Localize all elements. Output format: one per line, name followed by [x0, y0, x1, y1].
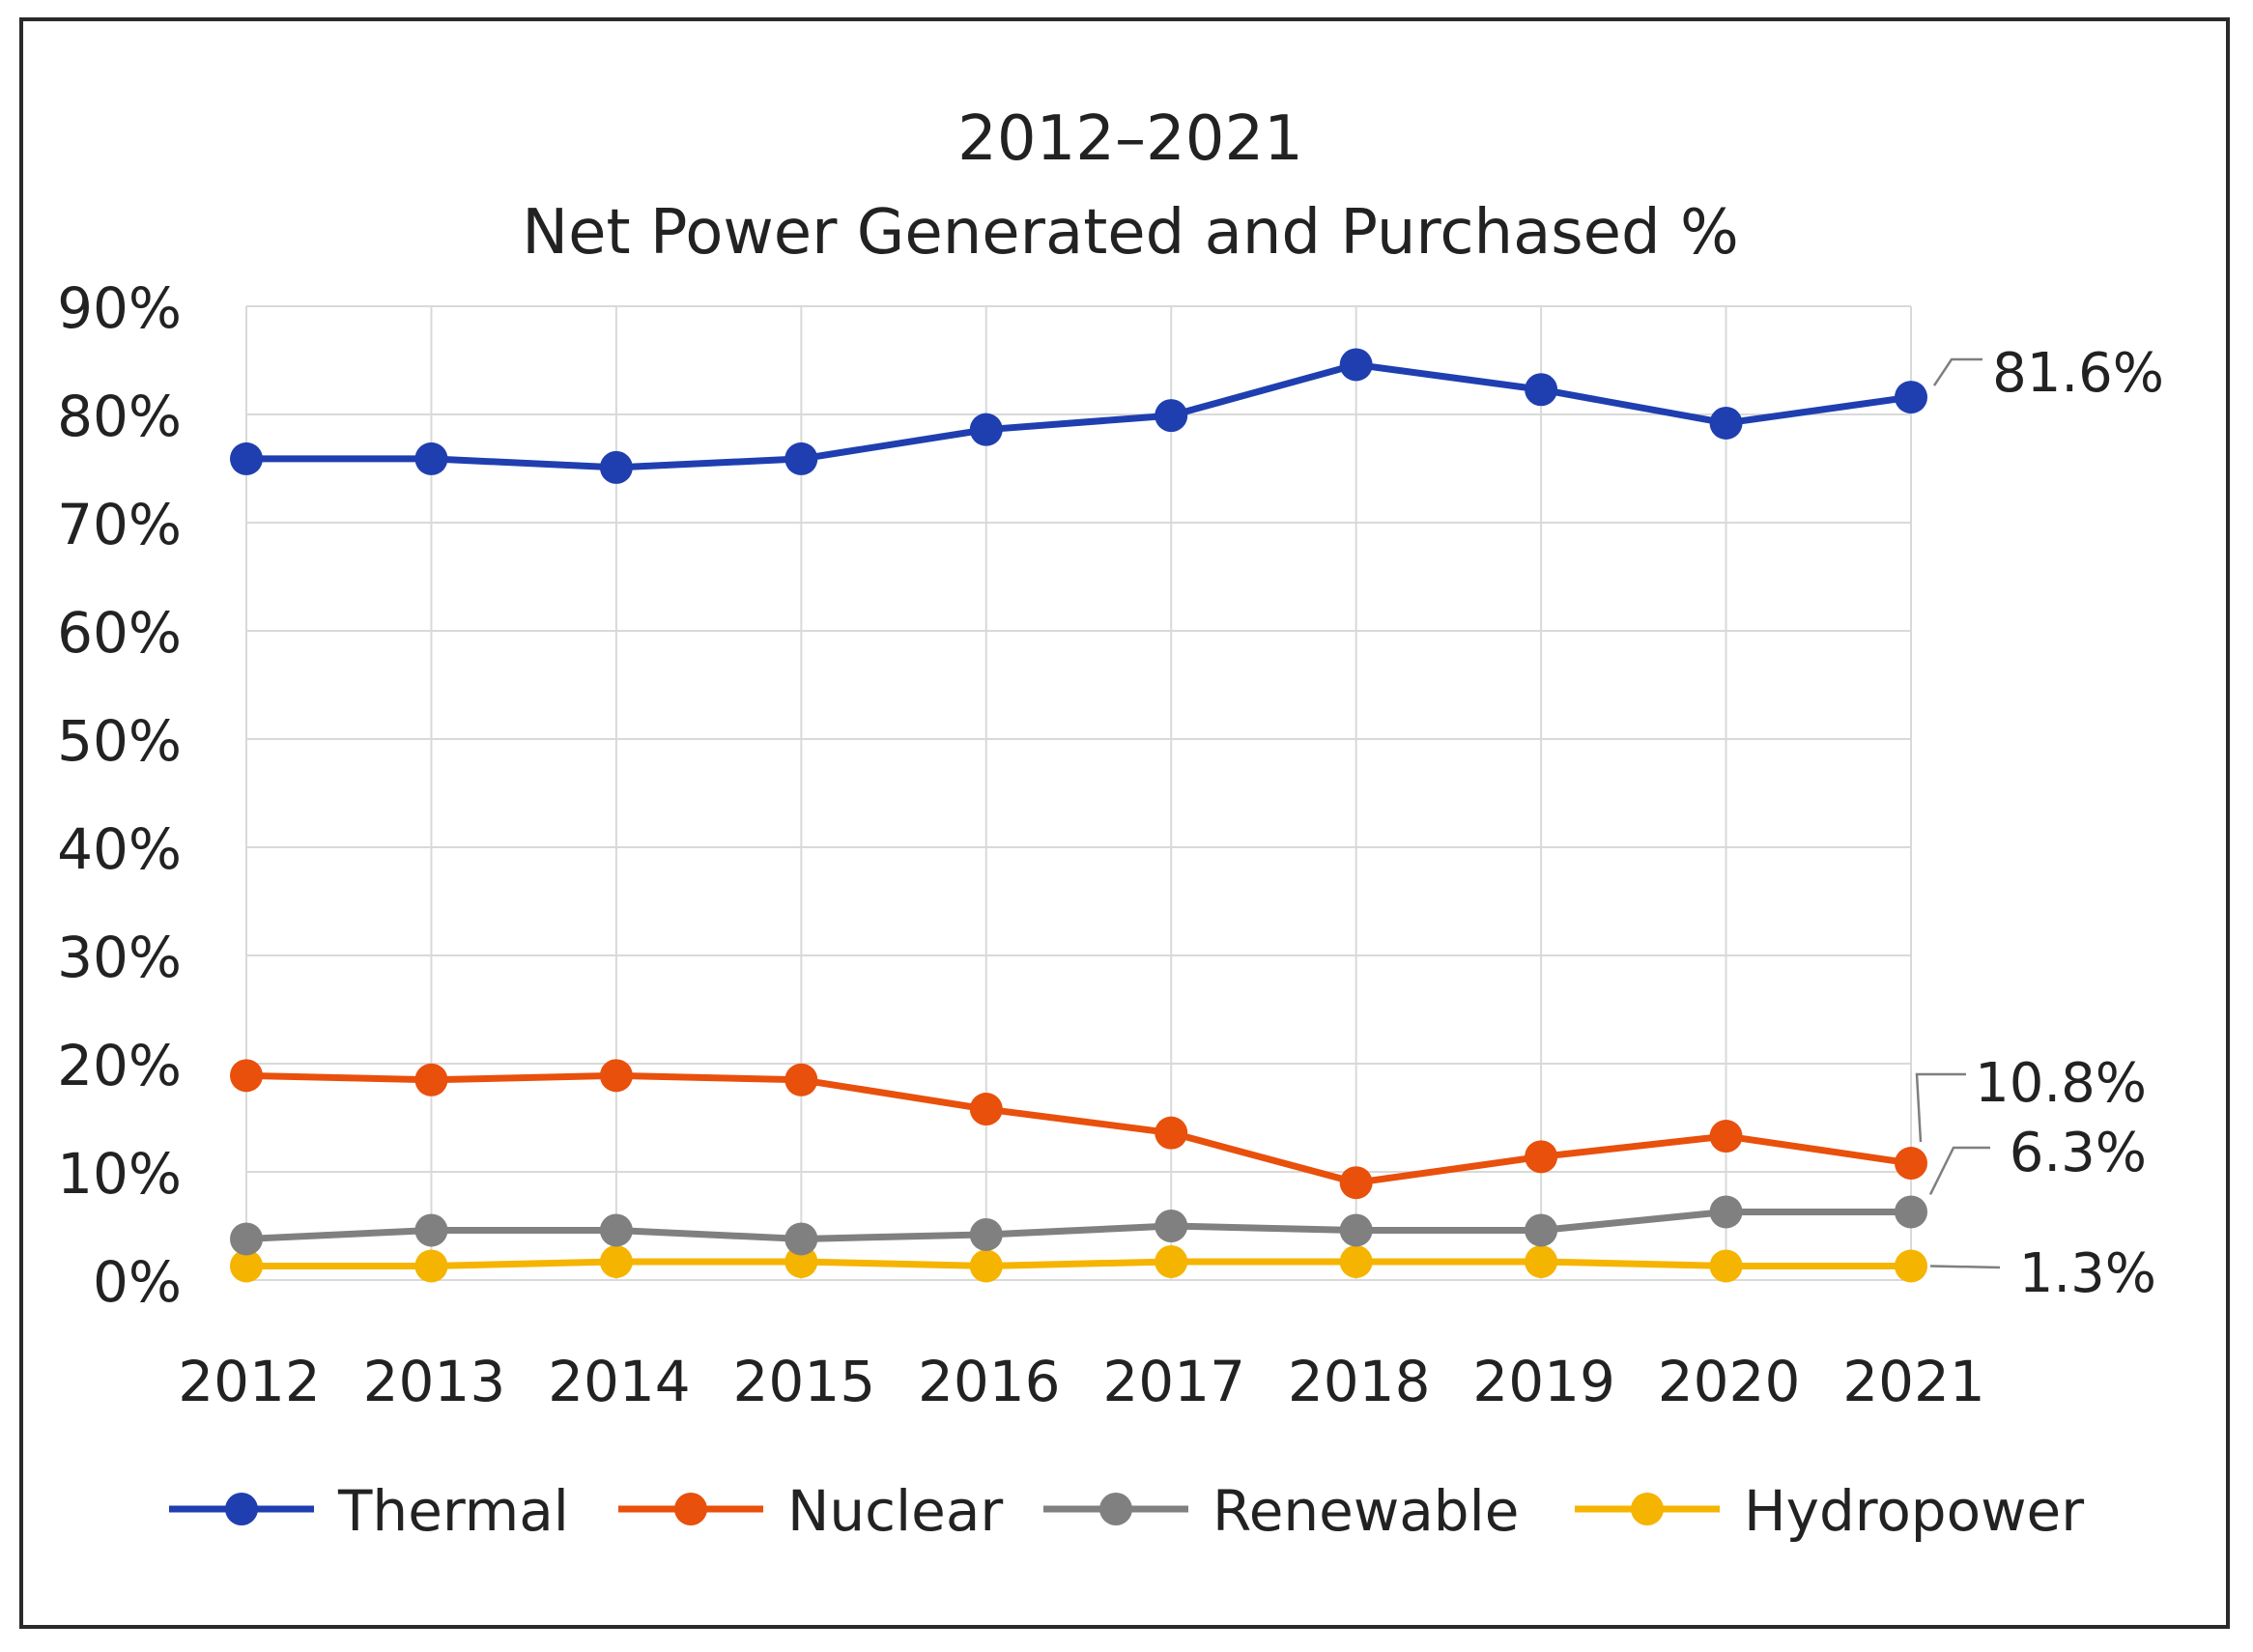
y-tick-label: 50%: [57, 708, 182, 774]
x-tick-label: 2017: [1102, 1349, 1245, 1414]
data-point-thermal: [230, 441, 263, 475]
data-point-nuclear: [784, 1063, 818, 1097]
y-axis-ticks: 0% 10% 20% 30% 40% 50% 60% 70% 80% 90%: [57, 275, 182, 1315]
data-point-thermal: [1895, 381, 1927, 414]
data-point-hydropower: [1155, 1244, 1188, 1278]
leader-line: [1928, 1146, 1990, 1195]
chart-frame: [19, 17, 2230, 1629]
legend-marker-hydropower: [1631, 1493, 1664, 1525]
y-tick-label: 20%: [57, 1033, 182, 1098]
legend-label-renewable: Renewable: [1212, 1478, 1519, 1544]
x-tick-label: 2020: [1658, 1349, 1801, 1414]
data-point-hydropower: [599, 1244, 633, 1278]
x-tick-label: 2021: [1842, 1349, 1985, 1414]
y-tick-label: 80%: [57, 384, 182, 449]
series-line-nuclear: [245, 1071, 1912, 1186]
x-tick-label: 2019: [1472, 1349, 1615, 1414]
end-label-renewable: 6.3%: [2010, 1122, 2147, 1184]
end-label-thermal: 81.6%: [1992, 342, 2164, 405]
data-point-nuclear: [414, 1063, 448, 1097]
data-point-nuclear: [230, 1059, 263, 1093]
gridlines: [245, 305, 1912, 1281]
data-point-renewable: [414, 1213, 448, 1247]
data-point-nuclear: [1155, 1116, 1188, 1150]
y-tick-label: 10%: [57, 1141, 182, 1207]
chart-title: 2012–2021: [957, 103, 1303, 175]
data-point-hydropower: [969, 1249, 1003, 1283]
data-point-renewable: [1525, 1213, 1558, 1247]
y-tick-label: 40%: [57, 816, 182, 882]
end-label-hydropower: 1.3%: [2019, 1242, 2156, 1305]
y-tick-label: 90%: [57, 275, 182, 341]
data-point-thermal: [1155, 399, 1188, 433]
chart-subtitle: Net Power Generated and Purchased %: [522, 197, 1739, 269]
y-tick-label: 60%: [57, 600, 182, 666]
y-tick-label: 0%: [93, 1249, 182, 1315]
data-point-nuclear: [1895, 1147, 1927, 1181]
data-point-renewable: [1709, 1195, 1743, 1229]
data-point-renewable: [1895, 1195, 1927, 1229]
series-line-hydropower: [246, 1258, 1911, 1269]
y-tick-label: 70%: [57, 492, 182, 557]
x-tick-label: 2016: [918, 1349, 1061, 1414]
data-point-renewable: [784, 1222, 818, 1256]
data-point-hydropower: [1339, 1244, 1373, 1278]
data-point-thermal: [1339, 348, 1373, 382]
data-point-nuclear: [599, 1059, 633, 1093]
data-point-thermal: [784, 441, 818, 475]
legend-marker-thermal: [225, 1493, 258, 1525]
leader-line: [1932, 357, 1982, 386]
x-tick-label: 2015: [733, 1349, 876, 1414]
data-point-renewable: [230, 1222, 263, 1256]
legend-label-nuclear: Nuclear: [787, 1478, 1003, 1544]
y-tick-label: 30%: [57, 925, 182, 990]
data-point-hydropower: [230, 1249, 263, 1283]
data-point-hydropower: [1525, 1244, 1558, 1278]
data-point-renewable: [599, 1213, 633, 1247]
data-point-thermal: [1525, 373, 1558, 407]
data-point-hydropower: [1709, 1249, 1743, 1283]
series-group: [230, 348, 1927, 1283]
x-tick-label: 2012: [178, 1349, 321, 1414]
leader-line: [1929, 1265, 2001, 1269]
data-point-thermal: [599, 450, 633, 484]
data-point-thermal: [414, 441, 448, 475]
x-tick-label: 2018: [1288, 1349, 1431, 1414]
legend-marker-nuclear: [674, 1493, 707, 1525]
data-point-nuclear: [969, 1093, 1003, 1126]
series-line-renewable: [245, 1208, 1911, 1242]
legend-label-hydropower: Hydropower: [1744, 1478, 2084, 1544]
data-point-nuclear: [1339, 1166, 1373, 1200]
data-point-hydropower: [414, 1249, 448, 1283]
data-point-thermal: [969, 413, 1003, 446]
x-tick-label: 2014: [548, 1349, 691, 1414]
data-point-renewable: [1155, 1210, 1188, 1242]
series-line-thermal: [246, 360, 1912, 471]
end-label-nuclear: 10.8%: [1975, 1052, 2147, 1115]
data-point-thermal: [1709, 406, 1743, 440]
legend-label-thermal: Thermal: [337, 1478, 569, 1544]
data-point-nuclear: [1525, 1140, 1558, 1174]
end-labels: 81.6% 10.8% 6.3% 1.3%: [1915, 342, 2164, 1305]
legend-marker-renewable: [1099, 1493, 1132, 1525]
data-point-nuclear: [1709, 1120, 1743, 1154]
x-tick-label: 2013: [363, 1349, 506, 1414]
data-point-hydropower: [784, 1244, 818, 1278]
legend: Thermal Nuclear Renewable Hydropower: [169, 1478, 2084, 1544]
leader-line: [1915, 1072, 1966, 1143]
x-axis-ticks: 2012 2013 2014 2015 2016 2017 2018 2019 2020 2021: [178, 1349, 1985, 1414]
data-point-renewable: [969, 1217, 1003, 1251]
data-point-hydropower: [1895, 1249, 1927, 1283]
data-point-renewable: [1339, 1213, 1373, 1247]
